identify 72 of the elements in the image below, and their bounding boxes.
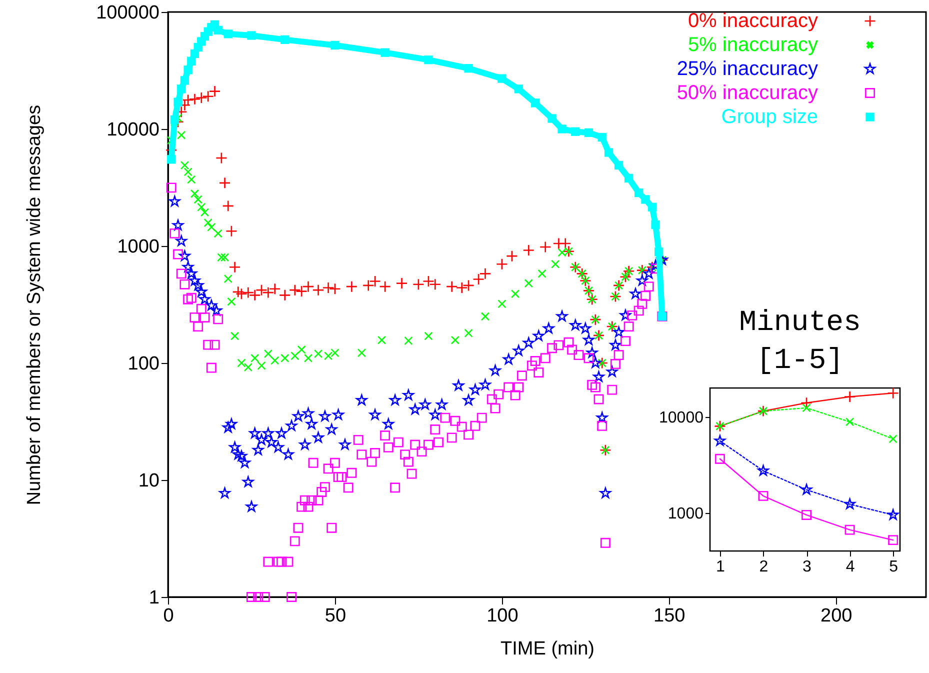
point: [641, 195, 650, 204]
point: [598, 132, 606, 142]
point: [174, 98, 182, 106]
point: [844, 524, 855, 535]
x-tick-label: 50: [324, 606, 346, 626]
point: [380, 48, 390, 57]
point: [654, 248, 664, 256]
point: [571, 127, 580, 136]
point: [758, 490, 768, 501]
x-tick-label: 200: [820, 606, 852, 626]
point: [714, 434, 726, 446]
point: [177, 84, 186, 94]
point: [604, 148, 614, 157]
chart-title: Minutes [1-5]: [739, 306, 861, 377]
legend-label: 0% inaccuracy: [688, 10, 818, 32]
point: [280, 35, 290, 44]
point: [247, 31, 256, 40]
point: [887, 509, 899, 520]
point: [758, 464, 769, 476]
x-tick-label: 1: [716, 558, 725, 576]
point: [558, 124, 566, 134]
point: [187, 56, 196, 66]
legend-label: Group size: [721, 106, 818, 128]
point: [800, 484, 812, 495]
point: [648, 202, 657, 212]
point: [167, 155, 176, 164]
point: [802, 510, 812, 520]
y-tick-label: 1000: [668, 505, 704, 522]
point: [530, 98, 540, 108]
point: [887, 387, 899, 399]
y-tick-label: 100000: [96, 2, 160, 24]
point: [180, 76, 190, 85]
legend-label: 25% inaccuracy: [676, 58, 818, 80]
y-tick-label: 100: [128, 354, 160, 374]
point: [514, 84, 523, 94]
point: [714, 454, 725, 464]
point: [170, 115, 180, 124]
point: [424, 56, 433, 64]
y-tick-label: 10000: [106, 120, 160, 140]
x-tick-label: 0: [163, 606, 174, 626]
point: [498, 74, 506, 83]
y-tick-label: 10: [138, 470, 160, 492]
text: 5% inaccuracy: [688, 34, 818, 56]
point: [802, 404, 811, 412]
point: [651, 220, 660, 230]
x-tick-label: 100: [486, 606, 518, 626]
point: [888, 535, 898, 546]
point: [214, 26, 222, 34]
point: [634, 188, 644, 198]
point: [184, 66, 192, 74]
y-tick-label: 1: [148, 588, 160, 608]
y-tick-label: 10000: [659, 409, 704, 426]
point: [548, 114, 556, 123]
point: [464, 64, 473, 73]
x-axis-title: TIME (min): [500, 638, 594, 660]
y-axis-title: Number of members or System wide messages: [24, 104, 46, 506]
point: [844, 390, 856, 403]
x-tick-label: 2: [759, 558, 768, 576]
point: [845, 418, 854, 426]
point: [330, 40, 340, 50]
point: [844, 498, 856, 510]
x-tick-label: 5: [889, 558, 898, 576]
point: [584, 128, 594, 138]
point: [888, 434, 898, 444]
x-tick-label: 4: [846, 558, 855, 576]
point: [614, 160, 624, 170]
x-tick-label: 150: [654, 606, 686, 626]
y-tick-label: 1000: [117, 236, 160, 258]
x-tick-label: 3: [802, 558, 812, 576]
point: [624, 174, 634, 182]
point: [224, 30, 232, 38]
legend-label: 50% inaccuracy: [676, 82, 818, 104]
